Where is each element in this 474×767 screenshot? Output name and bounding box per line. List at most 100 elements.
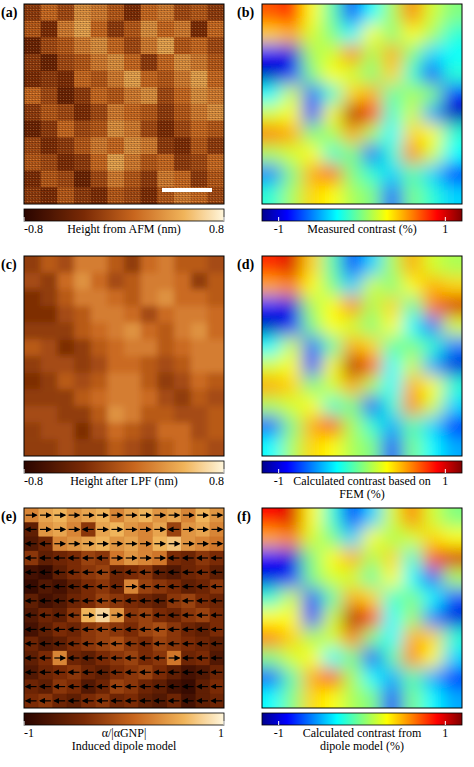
cell bbox=[207, 406, 224, 423]
cell bbox=[362, 416, 383, 437]
cell-border bbox=[38, 508, 39, 708]
cell bbox=[422, 64, 443, 85]
dipole-arrow bbox=[83, 557, 94, 558]
cell bbox=[181, 579, 196, 594]
dipole-arrow bbox=[69, 700, 80, 701]
dipole-arrow bbox=[97, 543, 108, 544]
cell bbox=[174, 439, 191, 456]
dipole-arrow bbox=[69, 515, 80, 516]
cell bbox=[342, 84, 363, 105]
cell bbox=[138, 594, 153, 609]
cell bbox=[262, 548, 283, 569]
cell bbox=[322, 508, 343, 529]
panel-frame bbox=[24, 4, 224, 204]
plot-area bbox=[24, 256, 224, 456]
cell bbox=[302, 336, 323, 357]
dipole-arrow bbox=[97, 529, 108, 530]
cell bbox=[67, 665, 82, 680]
cell bbox=[24, 273, 41, 290]
cell bbox=[302, 84, 323, 105]
cell bbox=[362, 376, 383, 397]
cell bbox=[402, 528, 423, 549]
cell bbox=[107, 356, 124, 373]
colorbar-tick-label: 1 bbox=[442, 474, 448, 488]
cell bbox=[422, 356, 443, 377]
cell bbox=[302, 548, 323, 569]
cell bbox=[91, 289, 108, 306]
cell bbox=[302, 144, 323, 165]
cell bbox=[402, 588, 423, 609]
cell bbox=[191, 323, 208, 340]
cell bbox=[181, 637, 196, 652]
cell bbox=[342, 336, 363, 357]
cell-border bbox=[52, 508, 53, 708]
dipole-arrow bbox=[69, 572, 80, 573]
cell bbox=[282, 144, 303, 165]
cell bbox=[38, 679, 53, 694]
cell bbox=[382, 356, 403, 377]
cell bbox=[141, 406, 158, 423]
cell bbox=[53, 508, 68, 523]
cell-border bbox=[152, 508, 153, 708]
colorbar-label: Height after LPF (nm) bbox=[70, 474, 178, 488]
cell bbox=[24, 439, 41, 456]
dipole-arrow bbox=[197, 543, 208, 544]
cell bbox=[382, 184, 403, 204]
cell bbox=[141, 389, 158, 406]
cell bbox=[124, 551, 139, 566]
cell bbox=[442, 64, 462, 85]
dipole-arrow bbox=[40, 629, 51, 630]
cell bbox=[107, 339, 124, 356]
cell bbox=[67, 551, 82, 566]
dipole-arrow bbox=[169, 586, 180, 587]
colorbar-label: Calculated contrast based onFEM (%) bbox=[293, 474, 431, 501]
cell bbox=[262, 276, 283, 297]
dipole-arrow bbox=[169, 700, 180, 701]
cell bbox=[322, 548, 343, 569]
cell bbox=[191, 389, 208, 406]
cell bbox=[322, 64, 343, 85]
cell bbox=[181, 622, 196, 637]
dipole-arrow bbox=[140, 672, 151, 673]
cell bbox=[362, 356, 383, 377]
panel-frame bbox=[262, 256, 462, 456]
cell bbox=[282, 508, 303, 529]
cell bbox=[302, 104, 323, 125]
cell bbox=[342, 164, 363, 185]
cell bbox=[302, 588, 323, 609]
cell bbox=[95, 651, 110, 666]
cell bbox=[302, 528, 323, 549]
dipole-arrow bbox=[126, 529, 137, 530]
cell bbox=[362, 4, 383, 25]
colorbar-label: α/|αGNP| bbox=[102, 726, 147, 740]
cell bbox=[207, 423, 224, 440]
cell bbox=[442, 296, 462, 317]
cell bbox=[282, 164, 303, 185]
cell bbox=[67, 608, 82, 623]
cell bbox=[191, 339, 208, 356]
cell bbox=[342, 296, 363, 317]
dipole-arrow bbox=[26, 700, 37, 701]
cell bbox=[53, 594, 68, 609]
cell bbox=[442, 4, 462, 25]
cell bbox=[422, 436, 443, 456]
cell bbox=[402, 608, 423, 629]
cell bbox=[302, 416, 323, 437]
cell bbox=[138, 579, 153, 594]
dipole-arrow bbox=[211, 615, 222, 616]
dipole-arrow bbox=[54, 572, 65, 573]
cell bbox=[24, 256, 41, 273]
cell bbox=[207, 339, 224, 356]
cell bbox=[442, 144, 462, 165]
dipole-arrow bbox=[97, 572, 108, 573]
dipole-arrow bbox=[126, 686, 137, 687]
dipole-arrow bbox=[169, 543, 180, 544]
cell bbox=[124, 665, 139, 680]
cell bbox=[362, 628, 383, 649]
cell bbox=[362, 588, 383, 609]
cell bbox=[362, 528, 383, 549]
cell bbox=[422, 144, 443, 165]
cell bbox=[157, 406, 174, 423]
dipole-arrow bbox=[183, 629, 194, 630]
dipole-arrow bbox=[69, 586, 80, 587]
